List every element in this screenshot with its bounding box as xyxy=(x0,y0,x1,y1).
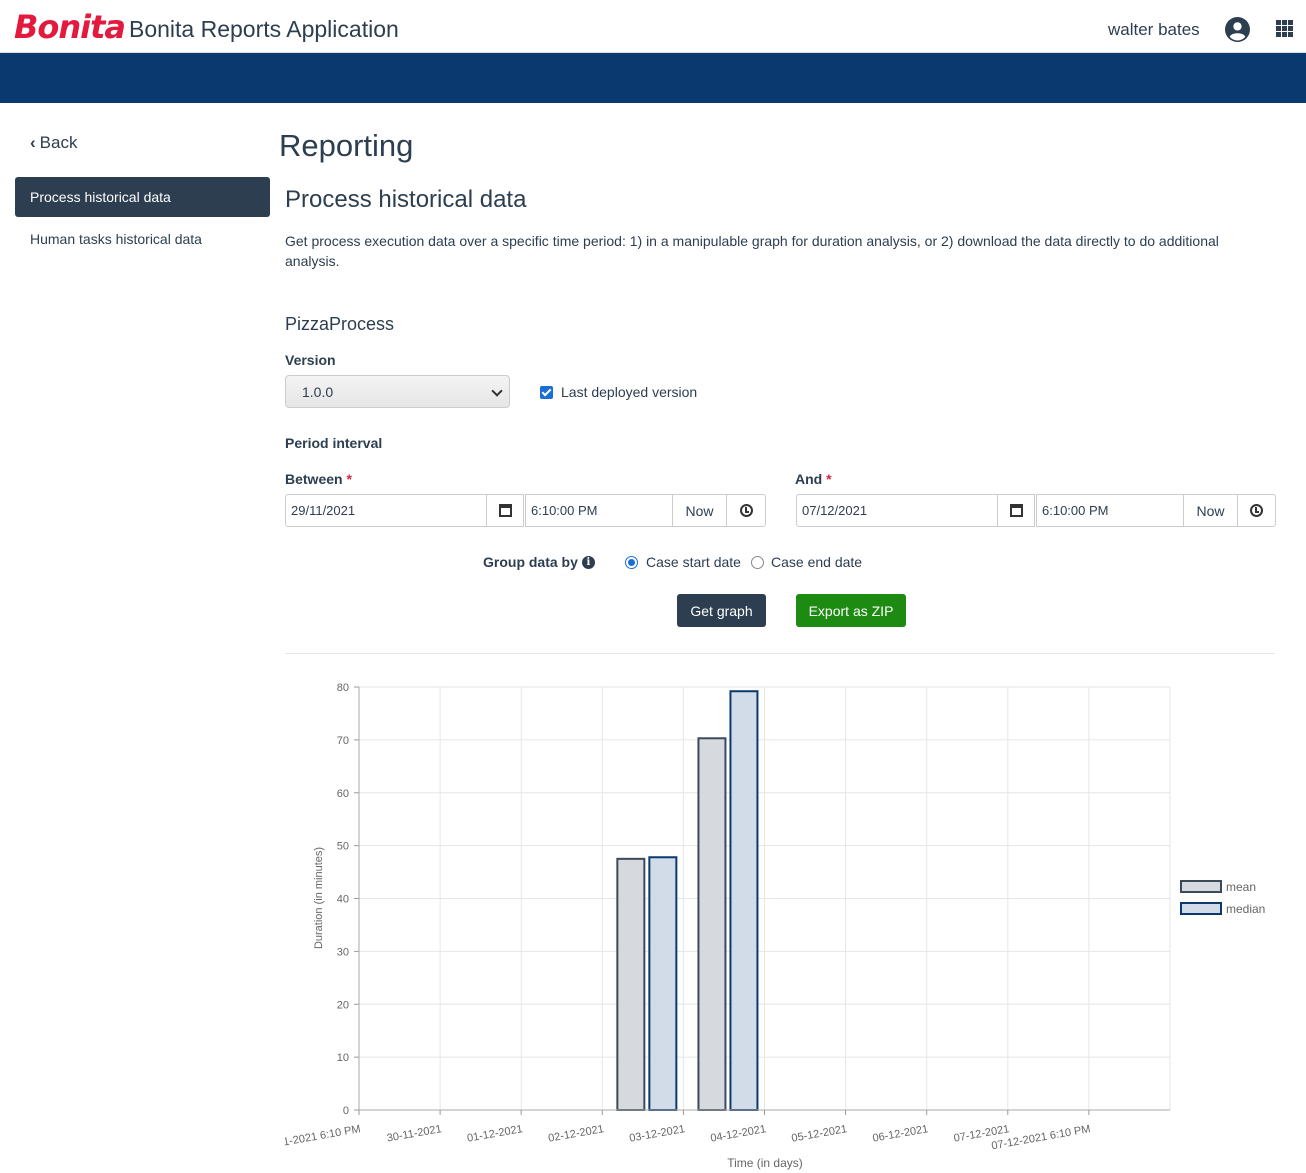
y-tick-label: 0 xyxy=(343,1105,349,1117)
between-time-input[interactable]: 6:10:00 PM xyxy=(525,494,673,527)
y-tick-label: 70 xyxy=(337,735,349,747)
y-tick-label: 50 xyxy=(337,841,349,853)
x-tick-label: 03-12-2021 xyxy=(628,1123,686,1145)
required-mark: * xyxy=(346,471,352,487)
y-tick-label: 10 xyxy=(337,1052,349,1064)
back-link[interactable]: ‹ Back xyxy=(30,133,77,153)
version-label: Version xyxy=(285,352,336,368)
x-tick-label: 30-11-2021 xyxy=(386,1123,443,1144)
y-tick-label: 60 xyxy=(337,788,349,800)
period-interval-label: Period interval xyxy=(285,435,383,451)
user-circle-icon[interactable] xyxy=(1225,17,1250,42)
and-time-input[interactable]: 6:10:00 PM xyxy=(1036,494,1184,527)
x-tick-label: 29-11-2021 6:10 PM xyxy=(285,1123,362,1152)
x-tick-label: 01-12-2021 xyxy=(466,1123,524,1145)
x-tick-label: 05-12-2021 xyxy=(791,1123,849,1145)
section-description: Get process execution data over a specif… xyxy=(285,233,1219,269)
x-tick-label: 02-12-2021 xyxy=(547,1123,605,1145)
group-data-by-label: Group data by i xyxy=(483,554,595,570)
and-label: And * xyxy=(795,471,832,487)
version-select[interactable]: 1.0.0 xyxy=(285,375,510,408)
between-label-text: Between xyxy=(285,471,343,487)
bar-median xyxy=(729,690,759,1111)
sidebar-item-human-tasks-historical-data[interactable]: Human tasks historical data xyxy=(30,231,202,247)
bar-mean xyxy=(697,737,727,1111)
chart-grid xyxy=(358,686,1171,1111)
export-zip-button[interactable]: Export as ZIP xyxy=(796,594,906,627)
sidebar-item-process-historical-data[interactable]: Process historical data xyxy=(15,177,270,217)
app-title: Bonita Reports Application xyxy=(129,16,399,42)
legend-swatch-mean xyxy=(1180,880,1222,893)
process-name: PizzaProcess xyxy=(285,314,395,334)
info-icon[interactable]: i xyxy=(581,555,595,569)
bar-median xyxy=(648,856,678,1111)
y-tick-label: 30 xyxy=(337,946,349,958)
and-now-button[interactable]: Now xyxy=(1183,494,1238,527)
group-data-by-text: Group data by xyxy=(483,554,578,570)
legend-label-mean: mean xyxy=(1226,880,1256,894)
between-now-button[interactable]: Now xyxy=(672,494,727,527)
radio-case-end-date[interactable] xyxy=(751,556,764,569)
apps-grid-icon[interactable] xyxy=(1276,20,1293,37)
and-clock-button[interactable] xyxy=(1237,494,1276,527)
version-value: 1.0.0 xyxy=(302,383,334,400)
x-tick-label: 04-12-2021 xyxy=(710,1123,768,1145)
between-date-input[interactable]: 29/11/2021 xyxy=(285,494,487,527)
required-mark: * xyxy=(826,471,832,487)
y-tick-label: 20 xyxy=(337,999,349,1011)
y-axis-label: Duration (in minutes) xyxy=(313,847,325,949)
chevron-down-icon xyxy=(491,385,503,397)
last-deployed-label[interactable]: Last deployed version xyxy=(561,384,698,400)
bar-mean xyxy=(616,857,646,1111)
y-tick-label: 40 xyxy=(337,894,349,906)
get-graph-button[interactable]: Get graph xyxy=(677,594,766,627)
divider xyxy=(285,653,1275,654)
radio-label-case-start-date[interactable]: Case start date xyxy=(646,554,741,570)
calendar-icon xyxy=(1009,504,1023,517)
chart-legend: mean median xyxy=(1180,880,1265,916)
page-title: Reporting xyxy=(279,128,414,163)
legend-swatch-median xyxy=(1180,902,1222,915)
top-bar: Bonita Bonita Reports Application walter… xyxy=(0,0,1306,53)
clock-icon xyxy=(1250,504,1263,517)
user-name[interactable]: walter bates xyxy=(1108,20,1200,39)
between-calendar-button[interactable] xyxy=(486,494,524,527)
chevron-left-icon: ‹ xyxy=(30,133,36,152)
x-axis-label: Time (in days) xyxy=(727,1156,803,1170)
legend-label-median: median xyxy=(1226,902,1265,916)
chart-axes: 0 10 20 30 40 50 60 70 80 29-11-2021 6:10 PM 30-11… xyxy=(285,682,1170,1152)
back-label: Back xyxy=(39,133,78,152)
clock-icon xyxy=(739,504,753,517)
radio-case-start-date[interactable] xyxy=(625,556,638,569)
between-clock-button[interactable] xyxy=(726,494,766,527)
between-label: Between * xyxy=(285,471,352,487)
section-title: Process historical data xyxy=(285,186,527,213)
calendar-icon xyxy=(498,504,512,517)
bonita-logo[interactable]: Bonita xyxy=(14,8,126,46)
chart-bars xyxy=(616,690,759,1111)
x-tick-label: 06-12-2021 xyxy=(872,1123,930,1145)
and-label-text: And xyxy=(795,471,823,487)
y-tick-label: 80 xyxy=(337,682,349,694)
and-calendar-button[interactable] xyxy=(997,494,1035,527)
and-date-input[interactable]: 07/12/2021 xyxy=(796,494,998,527)
radio-label-case-end-date[interactable]: Case end date xyxy=(771,554,863,570)
navigation-banner xyxy=(0,53,1306,103)
last-deployed-checkbox[interactable] xyxy=(540,386,553,399)
duration-bar-chart: 0 10 20 30 40 50 60 70 80 29-11-2021 6:10 PM 30-11… xyxy=(285,682,1265,1170)
